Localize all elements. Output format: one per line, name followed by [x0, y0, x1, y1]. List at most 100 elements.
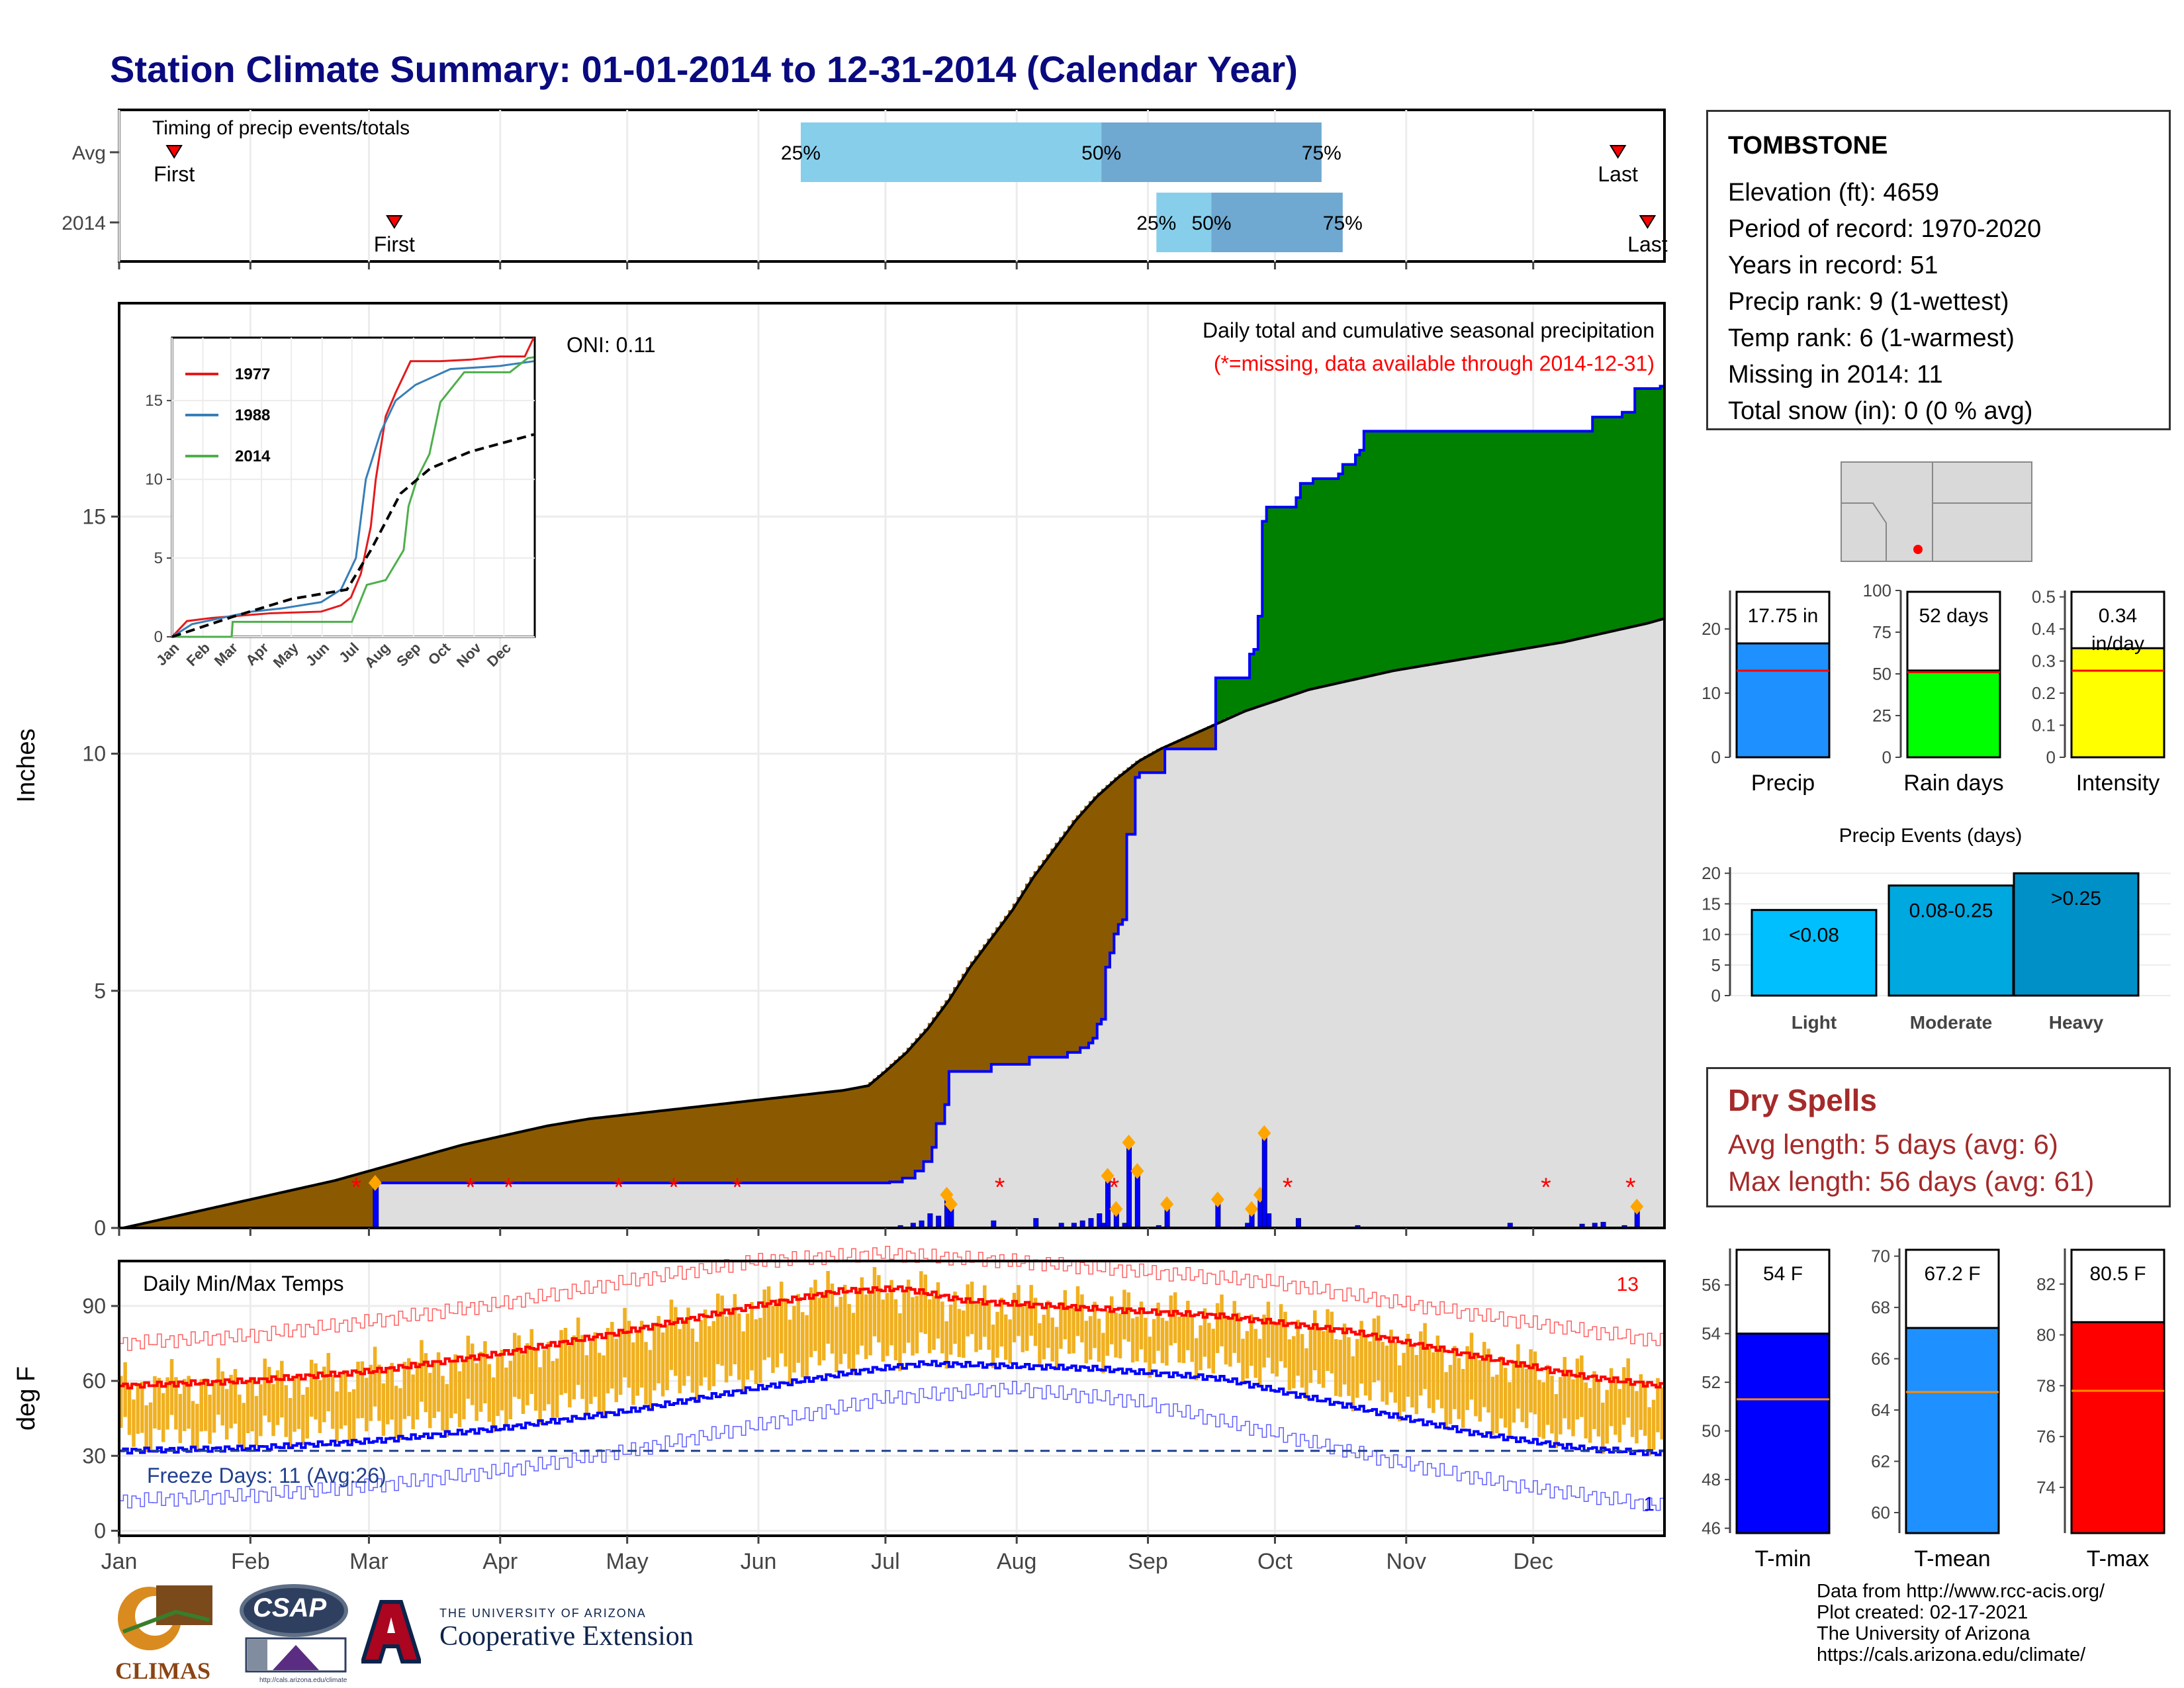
tmin-panel-tick-label: 46	[1702, 1519, 1721, 1538]
daily-precip-bar	[1266, 1213, 1272, 1229]
intensity-panel-value-unit: in/day	[2091, 633, 2144, 655]
timing-label-50: 50%	[1191, 212, 1231, 234]
timing-title: Timing of precip events/totals	[152, 117, 410, 139]
timing-first-marker	[165, 145, 183, 159]
precip-events-bar-heavy	[2013, 872, 2140, 997]
temp-x-tick-label: Feb	[231, 1549, 270, 1574]
precip-events-title: Precip Events (days)	[1839, 825, 2023, 847]
credit-line-url: https://cals.arizona.edu/climate/	[1817, 1644, 2086, 1665]
precip-panel-frame	[118, 302, 1666, 1229]
timing-first-label: First	[154, 162, 195, 186]
precip-events-tick-label: 15	[1702, 894, 1721, 914]
precip-total-panel-tick-label: 10	[1702, 683, 1721, 703]
precip-events-category-label: Moderate	[1910, 1012, 1992, 1033]
temp-title: Daily Min/Max Temps	[143, 1272, 343, 1295]
inset-y-tick-label: 10	[145, 471, 163, 489]
station-period: Period of record: 1970-2020	[1728, 215, 2042, 243]
tmean-panel-tick-label: 62	[1871, 1452, 1890, 1472]
temp-x-tick-label: Mar	[349, 1549, 388, 1574]
precip-events-tick-label: 0	[1711, 986, 1721, 1006]
page-title: Station Climate Summary: 01-01-2014 to 1…	[110, 48, 1298, 90]
precip-record-marker	[944, 1196, 958, 1213]
rain-days-panel-value-label: 52 days	[1919, 605, 1988, 627]
rain-days-panel-tick-label: 50	[1872, 664, 1891, 684]
temp-x-tick-label: Dec	[1513, 1549, 1553, 1574]
precip-events-bar-moderate	[1888, 884, 2015, 997]
precip-events-tick-label: 5	[1711, 955, 1721, 975]
inset-y-tick-label: 0	[154, 628, 163, 646]
intensity-panel-value-label: 0.34	[2099, 605, 2137, 627]
rain-days-panel-category-label: Rain days	[1903, 771, 2003, 796]
tmax-panel-value-label: 80.5 F	[2089, 1263, 2146, 1285]
tmean-panel-bar	[1905, 1327, 2000, 1534]
timing-label-25: 25%	[1136, 212, 1176, 234]
daily-precip-bar	[1126, 1142, 1132, 1229]
intensity-panel-category-label: Intensity	[2076, 771, 2160, 796]
timing-row-label: 2014	[62, 212, 106, 234]
intensity-panel-tick-label: 0	[2046, 747, 2056, 767]
station-name: TOMBSTONE	[1728, 132, 1888, 160]
timing-label-50: 50%	[1081, 142, 1121, 164]
tmax-panel-bar	[2070, 1321, 2165, 1534]
tmin-panel-tick-label: 52	[1702, 1372, 1721, 1392]
tmean-panel-category-label: T-mean	[1914, 1546, 1990, 1571]
coop-extension-big: Cooperative Extension	[439, 1621, 694, 1652]
precip-record-marker	[1109, 1201, 1123, 1217]
temp-x-tick-label: Jul	[871, 1549, 899, 1574]
temp-x-tick-label: Sep	[1128, 1549, 1168, 1574]
missing-day-marker: *	[668, 1173, 679, 1202]
precip-record-marker	[1160, 1196, 1174, 1213]
climas-logo: CLIMAS	[110, 1579, 216, 1685]
precip-total-panel-category-label: Precip	[1751, 771, 1815, 796]
timing-label-75: 75%	[1302, 142, 1342, 164]
avg-tmax-line	[119, 1285, 1664, 1389]
intensity-panel-tick-label: 0.2	[2032, 683, 2056, 703]
credit-line-data-source: Data from http://www.rcc-acis.org/	[1817, 1581, 2105, 1602]
missing-day-marker: *	[732, 1173, 743, 1202]
tmin-panel-category-label: T-min	[1755, 1546, 1811, 1571]
tmax-panel-tick-label: 74	[2036, 1477, 2056, 1497]
precip-total-panel-tick-label: 20	[1702, 619, 1721, 639]
precip-y-tick-label: 15	[82, 504, 106, 528]
temp-x-tick-label: Apr	[482, 1549, 518, 1574]
tmean-panel-tick-label: 64	[1871, 1400, 1890, 1420]
precip-record-marker	[1257, 1125, 1271, 1141]
csap-url: http://cals.arizona.edu/climate	[259, 1677, 347, 1684]
state-map	[1841, 461, 2032, 562]
freeze-days-label: Freeze Days: 11 (Avg:26)	[147, 1464, 387, 1487]
station-temp-rank: Temp rank: 6 (1-warmest)	[1728, 324, 2015, 352]
temp-x-tick-label: Jun	[741, 1549, 777, 1574]
intensity-panel-bar	[2070, 647, 2165, 759]
missing-day-marker: *	[465, 1173, 476, 1202]
timing-bar-50-75	[1211, 193, 1343, 252]
temp-y-tick-label: 0	[94, 1519, 106, 1542]
tmean-panel-tick-label: 66	[1871, 1349, 1890, 1369]
temp-x-tick-label: May	[606, 1549, 649, 1574]
precip-total-panel-tick-label: 0	[1711, 747, 1721, 767]
station-years: Years in record: 51	[1728, 252, 1938, 279]
temp-x-tick-label: Jan	[101, 1549, 138, 1574]
credits: Data from http://www.rcc-acis.org/ Plot …	[1817, 1581, 2105, 1665]
tmean-panel-tick-label: 70	[1871, 1246, 1890, 1266]
precip-y-tick-label: 10	[82, 742, 106, 766]
dry-spells-avg: Avg length: 5 days (avg: 6)	[1728, 1129, 2058, 1160]
precip-events-tick-label: 20	[1702, 863, 1721, 883]
rain-days-panel-tick-label: 0	[1882, 747, 1891, 767]
missing-day-marker: *	[614, 1173, 624, 1202]
tmin-panel-bar	[1735, 1333, 1831, 1534]
climas-logo-text: CLIMAS	[114, 1658, 211, 1684]
intensity-panel-tick-label: 0.4	[2032, 619, 2056, 639]
record-low-count: 1	[1643, 1493, 1655, 1515]
station-location-marker	[1913, 545, 1923, 554]
ua-logo	[359, 1599, 423, 1665]
missing-day-marker: *	[1625, 1173, 1636, 1202]
tmax-panel-tick-label: 78	[2036, 1376, 2056, 1395]
temp-x-tick-label: Nov	[1387, 1549, 1426, 1574]
missing-day-marker: *	[504, 1173, 514, 1202]
csap-logo-text: CSAP	[253, 1593, 327, 1622]
temp-y-tick-label: 30	[82, 1444, 106, 1468]
record-high-count: 13	[1617, 1274, 1639, 1295]
daily-precip-bar	[1295, 1218, 1301, 1229]
temp-x-tick-label: Aug	[997, 1549, 1037, 1574]
